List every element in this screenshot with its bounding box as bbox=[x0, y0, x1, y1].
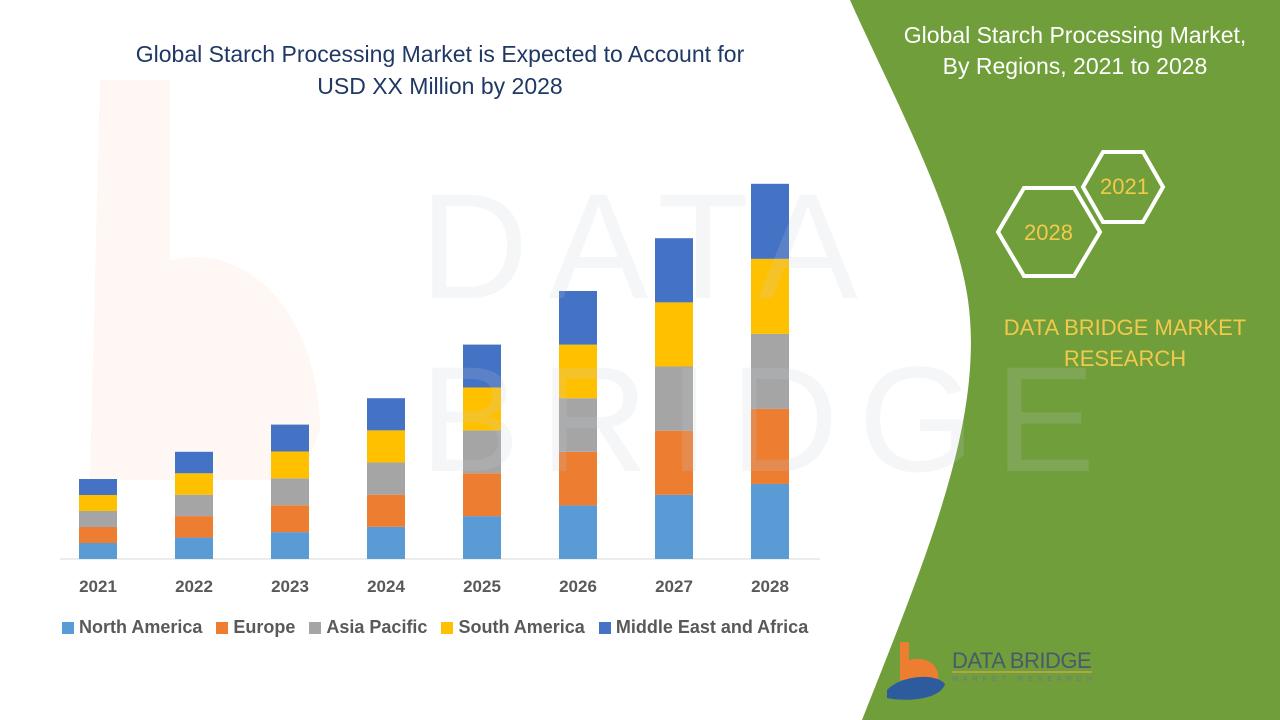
legend-item-middle-east-and-africa: Middle East and Africa bbox=[598, 617, 809, 638]
bar-segment-2027-south-america bbox=[655, 302, 693, 367]
bar-segment-2026-north-america bbox=[559, 505, 597, 559]
logo-subtext: MARKET RESEARCH bbox=[952, 676, 1097, 683]
panel-title: Global Starch Processing Market, By Regi… bbox=[880, 20, 1270, 82]
bar-segment-2027-europe bbox=[655, 430, 693, 495]
bar-segment-2025-south-america bbox=[463, 387, 501, 431]
bar-segment-2023-south-america bbox=[271, 451, 309, 479]
logo-text: DATA BRIDGE bbox=[952, 648, 1092, 673]
bar-segment-2028-north-america bbox=[751, 483, 789, 559]
hex-label-2028: 2028 bbox=[1024, 220, 1073, 245]
bar-segment-2024-south-america bbox=[367, 430, 405, 463]
chart-bars bbox=[79, 183, 789, 559]
x-tick-labels: 2021 2022 2023 2024 2025 2026 2027 2028 bbox=[79, 577, 789, 596]
bar-segment-2026-middle-east-and-africa bbox=[559, 291, 597, 345]
x-tick-2024: 2024 bbox=[367, 577, 405, 596]
bar-segment-2024-europe bbox=[367, 494, 405, 527]
legend-swatch bbox=[62, 621, 74, 634]
bar-segment-2022-europe bbox=[175, 516, 213, 538]
panel-title-line2: By Regions, 2021 to 2028 bbox=[942, 53, 1208, 79]
watermark-text: DATA BRIDGE bbox=[420, 162, 1116, 503]
legend-label: Europe bbox=[233, 617, 296, 637]
chart-legend: North America Europe Asia Pacific South Ame… bbox=[62, 617, 808, 638]
bar-segment-2023-north-america bbox=[271, 532, 309, 559]
bar-segment-2026-europe bbox=[559, 451, 597, 506]
legend-item-asia-pacific: Asia Pacific bbox=[309, 617, 427, 638]
bar-segment-2021-asia-pacific bbox=[79, 511, 117, 527]
bar-segment-2026-asia-pacific bbox=[559, 398, 597, 452]
x-tick-2025: 2025 bbox=[463, 577, 501, 596]
x-tick-2023: 2023 bbox=[271, 577, 309, 596]
bar-segment-2028-europe bbox=[751, 408, 789, 484]
legend-item-europe: Europe bbox=[216, 617, 295, 638]
hexagon-2021 bbox=[1080, 150, 1166, 224]
bar-segment-2027-middle-east-and-africa bbox=[655, 238, 693, 303]
legend-label: South America bbox=[458, 617, 585, 637]
bar-segment-2022-asia-pacific bbox=[175, 494, 213, 517]
panel-title-line1: Global Starch Processing Market, bbox=[903, 22, 1247, 48]
x-tick-2027: 2027 bbox=[655, 577, 693, 596]
bar-segment-2026-south-america bbox=[559, 344, 597, 399]
bar-segment-2028-south-america bbox=[751, 258, 789, 334]
bar-segment-2025-europe bbox=[463, 473, 501, 517]
legend-item-south-america: South America bbox=[441, 617, 585, 638]
brand-line2: RESEARCH bbox=[1063, 346, 1187, 371]
legend-item-north-america: North America bbox=[62, 617, 202, 638]
legend-swatch bbox=[309, 621, 322, 634]
bar-segment-2025-asia-pacific bbox=[463, 430, 501, 474]
bar-segment-2021-middle-east-and-africa bbox=[79, 479, 117, 495]
legend-label: Middle East and Africa bbox=[615, 617, 809, 637]
x-tick-2028: 2028 bbox=[751, 577, 789, 596]
brand-name: DATA BRIDGE MARKET RESEARCH bbox=[985, 312, 1265, 374]
hex-label-2021: 2021 bbox=[1100, 174, 1149, 199]
bar-segment-2023-asia-pacific bbox=[271, 478, 309, 506]
bar-segment-2024-asia-pacific bbox=[367, 462, 405, 495]
bar-segment-2027-north-america bbox=[655, 494, 693, 559]
bar-segment-2024-middle-east-and-africa bbox=[367, 398, 405, 431]
logo-icon bbox=[887, 642, 1092, 700]
chart-title-line2: USD XX Million by 2028 bbox=[317, 73, 563, 99]
bar-segment-2028-middle-east-and-africa bbox=[751, 183, 789, 259]
legend-swatch bbox=[598, 621, 611, 634]
bar-segment-2021-north-america bbox=[79, 543, 117, 559]
bar-segment-2022-north-america bbox=[175, 537, 213, 559]
x-tick-2021: 2021 bbox=[79, 577, 117, 596]
legend-label: North America bbox=[79, 617, 203, 637]
bar-segment-2021-europe bbox=[79, 527, 117, 543]
bar-segment-2022-middle-east-and-africa bbox=[175, 451, 213, 474]
watermark-logo-shape bbox=[90, 80, 320, 480]
bar-segment-2025-middle-east-and-africa bbox=[463, 344, 501, 388]
chart-title-line1: Global Starch Processing Market is Expec… bbox=[135, 41, 745, 67]
bar-segment-2023-europe bbox=[271, 505, 309, 533]
brand-line1: DATA BRIDGE MARKET bbox=[1003, 315, 1247, 340]
hexagon-2028 bbox=[995, 186, 1103, 278]
bar-segment-2028-asia-pacific bbox=[751, 333, 789, 409]
bar-segment-2027-asia-pacific bbox=[655, 366, 693, 431]
x-tick-2022: 2022 bbox=[175, 577, 213, 596]
legend-swatch bbox=[216, 621, 229, 634]
green-side-panel bbox=[850, 0, 1280, 720]
x-tick-2026: 2026 bbox=[559, 577, 597, 596]
legend-swatch bbox=[441, 621, 454, 634]
bar-segment-2022-south-america bbox=[175, 473, 213, 495]
chart-title: Global Starch Processing Market is Expec… bbox=[80, 38, 800, 102]
bar-segment-2024-north-america bbox=[367, 526, 405, 559]
bar-segment-2021-south-america bbox=[79, 495, 117, 511]
legend-label: Asia Pacific bbox=[326, 617, 428, 637]
bar-segment-2025-north-america bbox=[463, 516, 501, 559]
bar-segment-2023-middle-east-and-africa bbox=[271, 424, 309, 452]
